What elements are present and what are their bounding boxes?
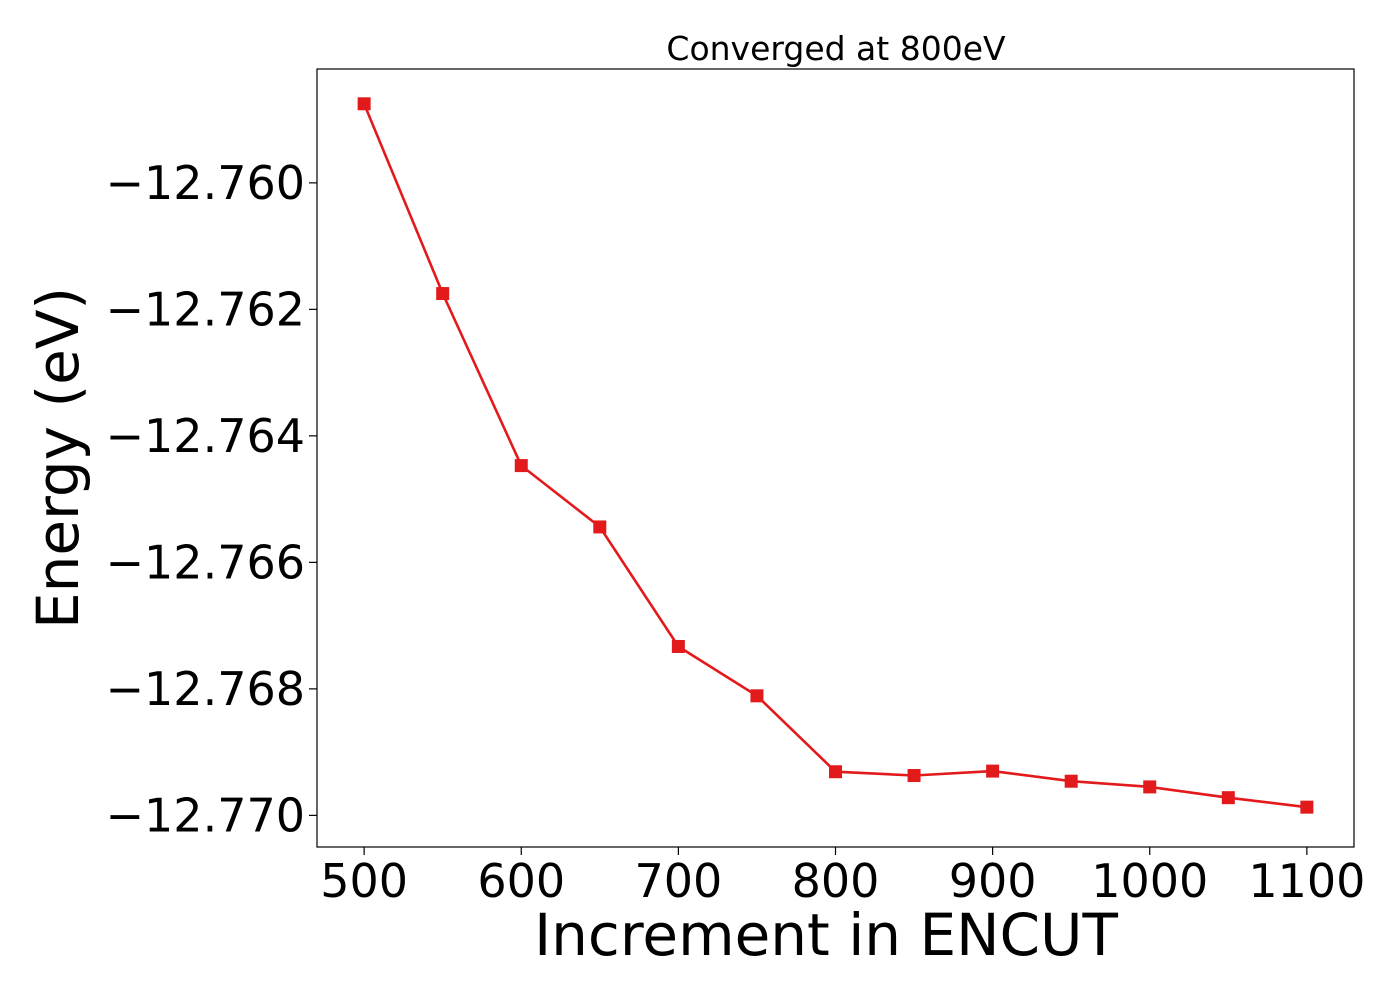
x-tick-label: 500 <box>320 854 408 908</box>
ticks-layer: 500 600 700 800 900 1000 1100 −12.760 −12.762 −12… <box>106 156 1366 908</box>
data-point-marker <box>1064 774 1078 788</box>
y-tick-label: −12.764 <box>106 409 306 463</box>
data-point-marker <box>514 459 528 473</box>
y-tick-label: −12.766 <box>106 535 306 589</box>
chart-title: Converged at 800eV <box>666 29 1006 68</box>
x-tick-label: 1100 <box>1248 854 1365 908</box>
x-tick-label: 1000 <box>1091 854 1208 908</box>
y-axis-label: Energy (eV) <box>24 287 92 629</box>
data-point-marker <box>907 769 921 783</box>
data-point-marker <box>829 765 842 779</box>
data-point-marker <box>436 287 450 301</box>
data-point-marker <box>671 639 685 653</box>
x-tick-label: 600 <box>477 854 565 908</box>
y-tick-label: −12.768 <box>106 662 306 716</box>
data-point-marker <box>1300 800 1314 814</box>
data-point-marker <box>750 689 764 703</box>
data-point-marker <box>1221 791 1235 805</box>
y-tick-label: −12.760 <box>106 156 306 210</box>
y-tick-label: −12.770 <box>106 788 306 842</box>
data-point-marker <box>1143 780 1157 794</box>
data-point-marker <box>357 97 371 111</box>
x-axis-label: Increment in ENCUT <box>534 901 1118 969</box>
x-tick-label: 700 <box>634 854 722 908</box>
data-point-marker <box>986 764 1000 778</box>
data-point-marker <box>593 520 607 534</box>
plot-layer <box>357 97 1314 814</box>
y-tick-label: −12.762 <box>106 282 306 336</box>
x-tick-label: 800 <box>792 854 880 908</box>
x-tick-label: 900 <box>949 854 1037 908</box>
